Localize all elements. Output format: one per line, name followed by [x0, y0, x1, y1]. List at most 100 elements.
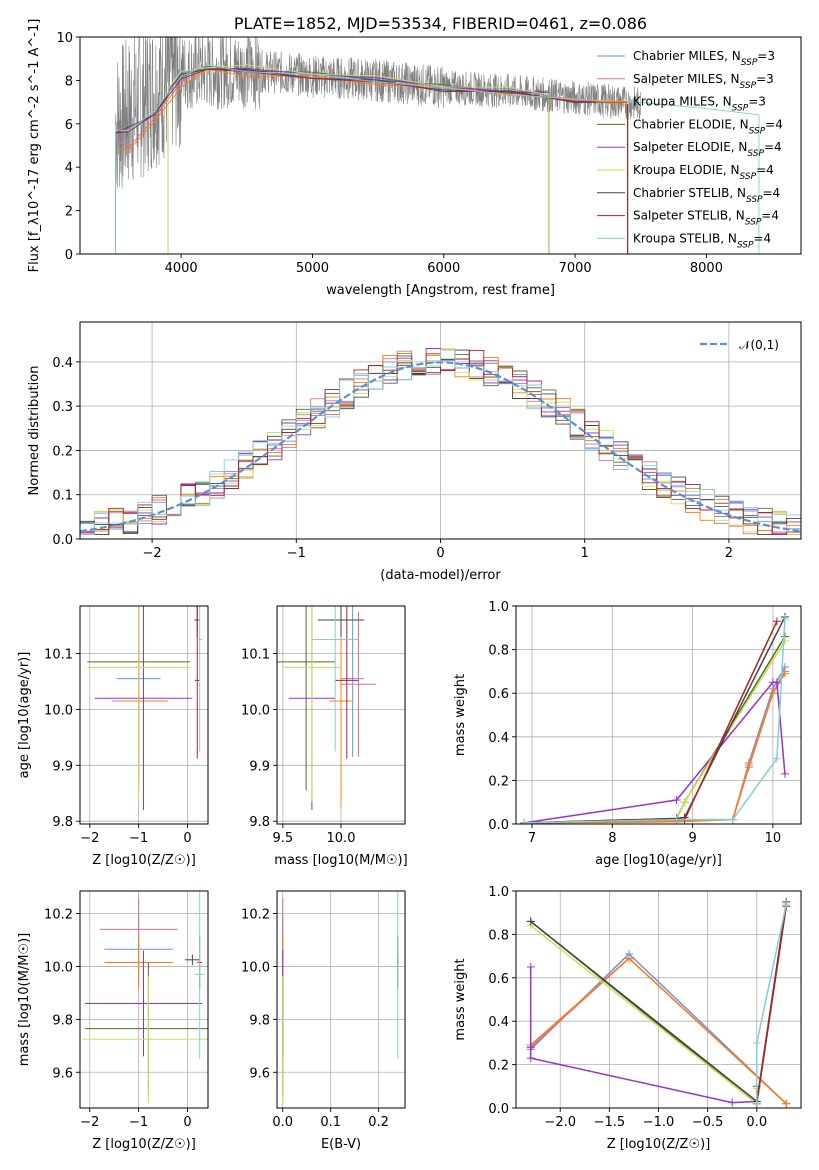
x-tick-label: 0 [183, 1115, 191, 1130]
x-tick-label: 1 [581, 546, 589, 561]
y-tick-label: 0.6 [488, 972, 509, 987]
residual-histogram-step [80, 349, 801, 536]
x-tick-label: −1 [129, 831, 148, 846]
x-tick-label: 9 [688, 831, 696, 846]
x-tick-label: 0 [436, 546, 444, 561]
x-tick-label: 8000 [690, 261, 723, 276]
x-tick-label: −2 [143, 546, 162, 561]
x-tick-label: −2.0 [544, 1115, 576, 1130]
residual-histogram-step [80, 349, 801, 536]
x-tick-label: 4000 [165, 261, 198, 276]
legend-label: Salpeter MILES, NSSP=3 [633, 72, 774, 91]
plot-area [80, 348, 801, 536]
legend-label: Chabrier MILES, NSSP=3 [633, 49, 775, 68]
legend-label: Chabrier STELIB, NSSP=4 [633, 186, 780, 205]
axes-frame [276, 890, 406, 1109]
axes-frame [79, 890, 209, 1109]
legend-label: 𝒩(0,1) [739, 338, 779, 352]
plot-area [282, 891, 399, 1103]
y-tick-label: 9.9 [52, 759, 73, 774]
y-tick-label: 0.0 [488, 1102, 509, 1117]
y-axis-label: age [log10(age/yr)] [17, 652, 32, 779]
x-tick-label: −2 [80, 1115, 99, 1130]
y-tick-label: 9.8 [52, 815, 73, 830]
y-tick-label: 10.0 [241, 703, 270, 718]
x-tick-label: 8 [608, 831, 616, 846]
y-tick-label: 0.4 [52, 356, 73, 371]
plot-area [115, 37, 760, 254]
y-tick-label: 10.1 [241, 648, 270, 663]
x-tick-label: 2 [725, 546, 733, 561]
y-axis-label: Flux [f_λ10^-17 erg cm^-2 s^-1 A^-1] [27, 19, 42, 273]
model-spectrum-line [167, 65, 549, 95]
x-tick-label: 9.5 [272, 831, 293, 846]
age-vs-metallicity-panel: −2 −1 0 9.8 9.9 10.0 10.1 Z [log10(Z/Z☉)] age [l… [17, 605, 209, 868]
y-tick-label: 6 [65, 118, 73, 133]
x-axis-label: mass [log10(M/M☉)] [274, 853, 407, 868]
axes-frame [515, 605, 802, 825]
x-axis-label: E(B-V) [321, 1137, 361, 1152]
spectrum-panel: Chabrier MILES, NSSP=3 Salpeter MILES, NS… [27, 14, 802, 298]
x-axis-label: Z [log10(Z/Z☉)] [92, 1137, 196, 1152]
mass-weight-line [523, 673, 786, 824]
y-tick-label: 9.6 [249, 1066, 270, 1081]
mass-vs-metallicity-panel: −2 −1 0 9.6 9.8 10.0 10.2 Z [log10(Z/Z☉)] mass [… [17, 890, 209, 1152]
x-axis-label: age [log10(age/yr)] [595, 853, 722, 868]
mass-weight-vs-age-panel: 7 8 9 10 0.0 0.2 0.4 0.6 0.8 1.0 age [log10(age/yr… [453, 600, 802, 868]
age-vs-mass-panel: 9.5 10.0 9.8 9.9 10.0 10.1 mass [log10(M/M☉)] [241, 605, 408, 868]
y-tick-label: 10.0 [44, 960, 73, 975]
x-tick-label: 7000 [559, 261, 592, 276]
y-axis-label: mass [log10(M/M☉)] [17, 933, 32, 1066]
plot-area [82, 891, 208, 1103]
x-tick-label: 0.1 [320, 1115, 341, 1130]
x-tick-label: 6000 [427, 261, 460, 276]
y-tick-label: 9.9 [249, 759, 270, 774]
y-tick-label: 9.8 [52, 1013, 73, 1028]
x-tick-label: 10 [765, 831, 782, 846]
y-tick-label: 0.6 [488, 687, 509, 702]
y-axis-label: mass weight [453, 674, 468, 756]
x-tick-label: 5000 [296, 261, 329, 276]
y-tick-label: 0.8 [488, 644, 509, 659]
x-axis-label: (data-model)/error [380, 568, 501, 583]
x-tick-label: −1 [287, 546, 306, 561]
y-tick-label: 0 [65, 248, 73, 263]
y-tick-label: 8 [65, 74, 73, 89]
model-spectrum-line [115, 64, 760, 132]
y-tick-label: 0.1 [52, 489, 73, 504]
y-tick-label: 0.0 [488, 818, 509, 833]
x-tick-label: 0 [183, 831, 191, 846]
mass-weight-vs-metallicity-panel: −2.0 −1.5 −1.0 −0.5 0.0 0.0 0.2 0.4 0.6 0.8 1.0 Z [… [453, 885, 802, 1152]
x-tick-label: 0.2 [368, 1115, 389, 1130]
mass-vs-ebv-panel: 0.0 0.1 0.2 9.6 9.8 10.0 10.2 E(B-V) [241, 890, 406, 1152]
y-tick-label: 1.0 [488, 600, 509, 615]
x-axis-label: Z [log10(Z/Z☉)] [607, 1137, 711, 1152]
legend-label: Kroupa STELIB, NSSP=4 [633, 231, 771, 250]
residual-histogram-panel: 𝒩(0,1) −2 −1 0 1 2 0.0 0.1 0.2 0.3 0.4 (data-model)… [27, 321, 802, 583]
model-spectrum-line [115, 68, 628, 134]
x-tick-label: −1.5 [594, 1115, 626, 1130]
y-tick-label: 1.0 [488, 885, 509, 900]
y-tick-label: 10.2 [241, 907, 270, 922]
y-axis-label: Normed distribution [27, 366, 42, 496]
x-tick-label: −2 [80, 831, 99, 846]
y-tick-label: 0.2 [488, 1059, 509, 1074]
chart-title: PLATE=1852, MJD=53534, FIBERID=0461, z=0… [234, 14, 647, 33]
legend-label: Salpeter ELODIE, NSSP=4 [633, 140, 782, 159]
observed-spectrum-line [115, 37, 641, 189]
mass-weight-line [756, 906, 788, 1104]
x-axis-label: wavelength [Angstrom, rest frame] [326, 283, 555, 298]
legend-label: Kroupa ELODIE, NSSP=4 [633, 163, 774, 182]
axes-frame [79, 36, 802, 255]
legend-label: Chabrier ELODIE, NSSP=4 [633, 117, 783, 136]
y-tick-label: 9.8 [249, 1013, 270, 1028]
y-tick-label: 10 [56, 31, 73, 46]
x-tick-label: 0.0 [746, 1115, 767, 1130]
y-tick-label: 10.0 [44, 703, 73, 718]
y-tick-label: 4 [65, 161, 73, 176]
y-tick-label: 0.0 [52, 533, 73, 548]
y-tick-label: 9.6 [52, 1066, 73, 1081]
x-tick-label: 10.0 [327, 831, 356, 846]
